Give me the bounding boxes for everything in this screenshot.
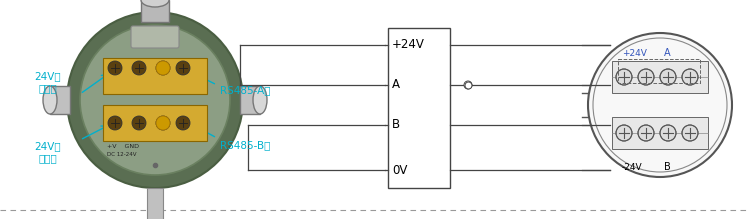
Circle shape <box>464 81 472 89</box>
Bar <box>141 0 169 22</box>
Text: DC 12-24V: DC 12-24V <box>107 152 136 157</box>
Text: -24V: -24V <box>622 162 643 171</box>
Circle shape <box>660 125 676 141</box>
Circle shape <box>660 69 676 85</box>
Circle shape <box>132 116 146 130</box>
Text: +V    GND: +V GND <box>107 144 139 149</box>
Bar <box>711 108 715 114</box>
Bar <box>388 28 450 188</box>
Text: RS485-A极: RS485-A极 <box>220 85 271 95</box>
Bar <box>711 84 715 90</box>
Circle shape <box>682 69 698 85</box>
Bar <box>103 58 207 94</box>
Bar <box>711 96 715 102</box>
Bar <box>599 108 603 114</box>
Circle shape <box>132 61 146 75</box>
Circle shape <box>638 125 654 141</box>
Circle shape <box>108 116 122 130</box>
Text: A: A <box>664 48 670 58</box>
Circle shape <box>616 69 632 85</box>
Circle shape <box>593 38 727 172</box>
Text: +24V: +24V <box>622 48 646 58</box>
Text: 0V: 0V <box>392 164 407 177</box>
Circle shape <box>176 116 190 130</box>
Bar <box>700 83 714 127</box>
Bar <box>612 61 708 93</box>
Circle shape <box>156 61 170 75</box>
Circle shape <box>682 125 698 141</box>
Circle shape <box>67 12 243 188</box>
Ellipse shape <box>253 86 267 114</box>
Circle shape <box>80 25 230 175</box>
Bar <box>612 83 704 127</box>
Circle shape <box>638 69 654 85</box>
FancyBboxPatch shape <box>131 26 179 48</box>
Circle shape <box>156 116 170 130</box>
Bar <box>711 120 715 126</box>
Circle shape <box>156 116 170 130</box>
Text: B: B <box>392 118 400 131</box>
Bar <box>618 59 700 83</box>
Circle shape <box>156 61 170 75</box>
Text: B: B <box>664 162 670 172</box>
Bar <box>600 83 614 127</box>
Ellipse shape <box>43 86 57 114</box>
Text: +24V: +24V <box>392 39 424 51</box>
Text: A: A <box>392 78 400 92</box>
Ellipse shape <box>141 0 169 7</box>
Bar <box>147 188 163 219</box>
Circle shape <box>176 61 190 75</box>
Text: 24V电
源负极: 24V电 源负极 <box>34 141 62 163</box>
Text: RS485-B极: RS485-B极 <box>220 140 270 150</box>
Bar <box>599 96 603 102</box>
Bar <box>599 84 603 90</box>
Bar <box>599 120 603 126</box>
Bar <box>103 105 207 141</box>
Text: 24V电
源正极: 24V电 源正极 <box>34 71 62 93</box>
Bar <box>240 86 260 114</box>
Circle shape <box>108 61 122 75</box>
Bar <box>50 86 70 114</box>
Circle shape <box>588 33 732 177</box>
Circle shape <box>616 125 632 141</box>
Bar <box>612 117 708 149</box>
